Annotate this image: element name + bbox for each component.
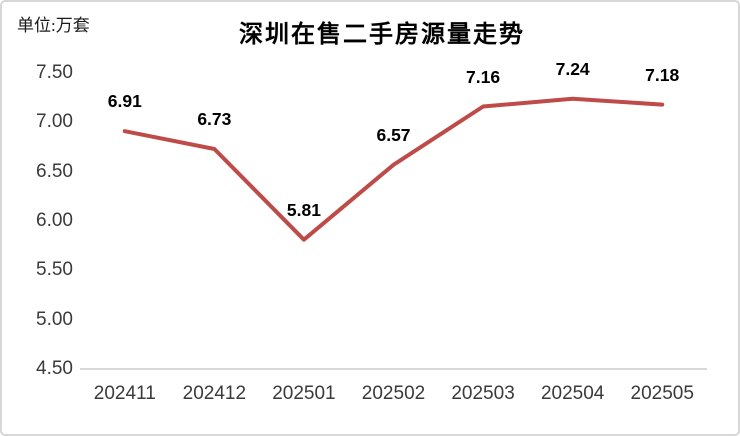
y-tick-label: 6.00 bbox=[36, 210, 73, 231]
y-tick-label: 5.50 bbox=[36, 259, 73, 281]
data-label: 5.81 bbox=[286, 199, 321, 220]
x-tick-label: 202411 bbox=[93, 383, 156, 404]
x-tick-label: 202503 bbox=[451, 383, 515, 404]
x-tick-label: 202412 bbox=[182, 383, 247, 404]
x-tick-label: 202505 bbox=[630, 383, 694, 404]
data-label: 6.57 bbox=[376, 124, 411, 145]
data-label: 7.24 bbox=[555, 58, 590, 79]
y-tick-label: 5.00 bbox=[36, 308, 73, 330]
x-tick-label: 202501 bbox=[272, 383, 336, 404]
chart-title: 深圳在售二手房源量走势 bbox=[239, 22, 525, 48]
y-tick-label: 7.50 bbox=[36, 62, 73, 83]
data-label: 6.73 bbox=[197, 108, 232, 129]
data-label: 6.91 bbox=[107, 91, 142, 112]
data-label: 7.16 bbox=[466, 66, 501, 87]
y-axis-unit-label: 单位:万套 bbox=[17, 16, 90, 35]
data-label: 7.18 bbox=[645, 64, 680, 85]
x-tick-label: 202502 bbox=[361, 383, 426, 404]
y-tick-label: 7.00 bbox=[36, 111, 73, 133]
trend-line bbox=[122, 96, 665, 242]
x-tick-label: 202504 bbox=[540, 383, 605, 404]
y-tick-label: 6.50 bbox=[36, 160, 73, 182]
y-tick-label: 4.50 bbox=[36, 358, 73, 379]
